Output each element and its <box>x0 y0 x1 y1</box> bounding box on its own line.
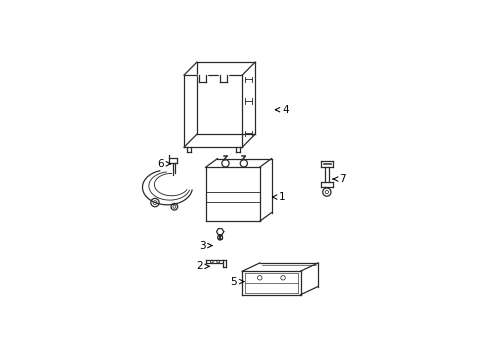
Text: 2: 2 <box>196 261 209 271</box>
Text: 7: 7 <box>332 174 345 184</box>
Text: 6: 6 <box>157 159 170 169</box>
Text: 5: 5 <box>230 276 244 287</box>
Text: 1: 1 <box>272 192 285 202</box>
Text: 4: 4 <box>275 105 288 115</box>
Text: 3: 3 <box>199 240 212 251</box>
